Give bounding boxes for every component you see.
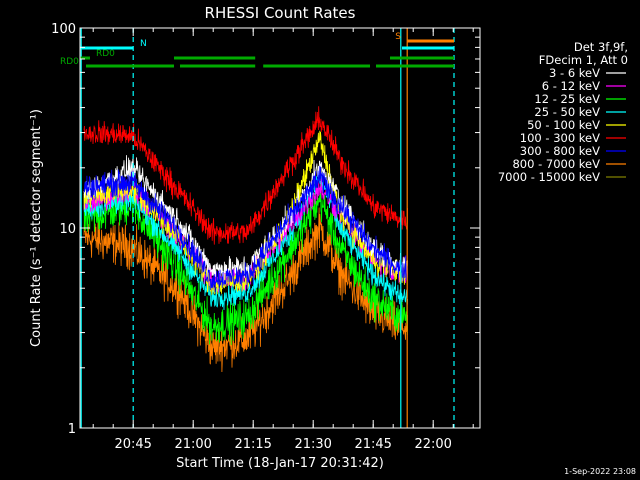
x-tick-label-4: 21:45 bbox=[354, 437, 391, 452]
legend-entry-label-2: 12 - 25 keV bbox=[534, 92, 600, 106]
legend-entry-label-1: 6 - 12 keV bbox=[542, 79, 600, 93]
legend-entry-label-5: 100 - 300 keV bbox=[520, 131, 600, 145]
legend-entry-label-6: 300 - 800 keV bbox=[520, 144, 600, 158]
legend-entry-label-4: 50 - 100 keV bbox=[527, 118, 600, 132]
legend-entry-label-7: 800 - 7000 keV bbox=[512, 157, 600, 171]
axis-ticks: 20:45 21:00 21:15 21:30 21:45 22:00 1 10 100 bbox=[51, 22, 480, 452]
state-bar-label-4: S bbox=[395, 32, 401, 42]
y-tick-label-1: 10 bbox=[59, 222, 76, 237]
state-bar-3-segment-1 bbox=[390, 56, 454, 60]
vertical-marker-lines bbox=[80, 28, 455, 428]
state-bar-4-segment-0 bbox=[407, 39, 454, 43]
state-bar-3-segment-0 bbox=[174, 56, 256, 60]
x-tick-label-0: 20:45 bbox=[114, 437, 151, 452]
state-bar-5-segment-0 bbox=[402, 46, 454, 50]
state-bar-label-1: RD0 bbox=[96, 49, 115, 59]
y-tick-label-0: 1 bbox=[68, 422, 76, 437]
state-bar-2-segment-2 bbox=[263, 64, 370, 68]
x-tick-label-5: 22:00 bbox=[414, 437, 451, 452]
legend-header-line-2: FDecim 1, Att 0 bbox=[539, 53, 628, 67]
state-bar-2-segment-3 bbox=[376, 64, 454, 68]
state-bar-1-segment-0 bbox=[80, 56, 90, 60]
legend-entry-label-0: 3 - 6 keV bbox=[549, 66, 600, 80]
legend-header-line-1: Det 3f,9f, bbox=[574, 40, 628, 54]
x-tick-label-3: 21:30 bbox=[294, 437, 331, 452]
series-line-800-7000-kev bbox=[83, 207, 408, 373]
state-bar-label-0: N bbox=[140, 39, 147, 49]
legend-entry-label-8: 7000 - 15000 keV bbox=[498, 170, 600, 184]
series-line-12-25-kev bbox=[83, 183, 408, 346]
series-line-300-800-kev bbox=[83, 166, 408, 293]
state-bar-2-segment-1 bbox=[180, 64, 256, 68]
state-bar-label-2: RD0 bbox=[60, 57, 79, 67]
chart-title: RHESSI Count Rates bbox=[205, 4, 356, 22]
x-tick-label-1: 21:00 bbox=[174, 437, 211, 452]
state-bar-2-segment-0 bbox=[86, 64, 174, 68]
state-bar-0-segment-0 bbox=[80, 46, 134, 50]
y-axis-label: Count Rate (s⁻¹ detector segment⁻¹) bbox=[29, 109, 44, 347]
x-tick-label-2: 21:15 bbox=[234, 437, 271, 452]
series-layer bbox=[83, 106, 408, 373]
series-line-100-300-kev bbox=[83, 106, 408, 245]
series-line-25-50-kev bbox=[83, 170, 408, 311]
x-axis-label: Start Time (18-Jan-17 20:31:42) bbox=[176, 456, 384, 471]
state-bars: N RD0 RD0 S bbox=[60, 32, 454, 68]
y-tick-label-2: 100 bbox=[51, 22, 76, 37]
footer-timestamp: 1-Sep-2022 23:08 bbox=[564, 467, 636, 476]
legend-entry-label-3: 25 - 50 keV bbox=[534, 105, 600, 119]
